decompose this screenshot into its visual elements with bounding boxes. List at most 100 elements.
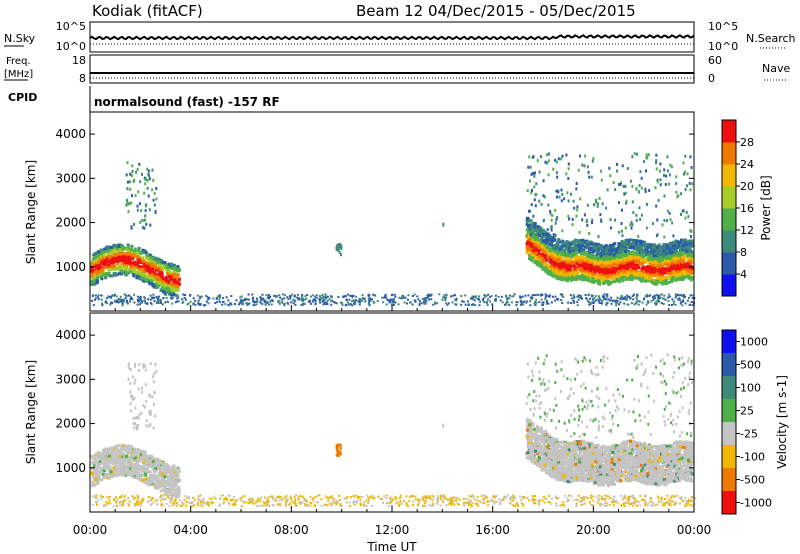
echo-cell — [627, 267, 631, 271]
echo-cell — [318, 299, 321, 302]
echo-cell — [318, 298, 321, 301]
echo-cell — [115, 257, 119, 261]
echo-cell — [367, 302, 370, 305]
echo-cell — [425, 296, 428, 299]
echo-cell — [541, 257, 545, 261]
echo-cell — [692, 294, 695, 297]
echo-cell — [598, 301, 601, 304]
echo-cell — [308, 300, 311, 303]
echo-cell — [641, 254, 645, 258]
echo-cell — [682, 299, 685, 302]
echo-cell — [681, 258, 685, 262]
echo-cell — [253, 301, 256, 304]
echo-cell — [527, 294, 530, 297]
echo-cell — [571, 223, 574, 227]
echo-cell — [635, 298, 638, 301]
echo-cell — [403, 296, 406, 299]
power-colorbar-swatch — [722, 208, 736, 231]
echo-cell — [338, 250, 341, 254]
echo-cell — [184, 294, 186, 296]
echo-cell — [544, 235, 548, 239]
echo-cell — [666, 244, 670, 248]
echo-cell — [506, 301, 509, 304]
echo-cell — [139, 297, 142, 300]
echo-cell — [160, 275, 164, 279]
echo-cell — [581, 240, 585, 244]
echo-cell — [149, 276, 153, 279]
echo-cell — [635, 241, 639, 245]
echo-cell — [633, 265, 637, 269]
echo-cell — [153, 191, 156, 195]
echo-cell — [617, 280, 621, 284]
echo-cell — [104, 266, 108, 269]
echo-cell — [655, 282, 659, 286]
echo-cell — [650, 268, 654, 272]
echo-cell — [591, 298, 594, 301]
echo-cell — [289, 297, 292, 300]
echo-cell — [129, 247, 133, 251]
echo-cell — [637, 276, 641, 280]
echo-cell — [150, 282, 154, 285]
echo-cell — [669, 163, 672, 167]
echo-cell — [304, 295, 307, 298]
echo-cell — [298, 297, 301, 300]
echo-cell — [170, 297, 173, 300]
echo-cell — [630, 253, 634, 257]
echo-cell — [592, 302, 595, 305]
echo-cell — [651, 270, 655, 274]
echo-cell — [441, 298, 444, 301]
echo-cell — [592, 294, 594, 297]
echo-cell — [588, 301, 591, 304]
echo-cell — [427, 297, 430, 300]
echo-cell — [120, 252, 124, 256]
echo-cell — [311, 300, 314, 303]
echo-cell — [113, 244, 117, 248]
echo-cell — [645, 153, 648, 157]
echo-cell — [136, 298, 139, 301]
echo-cell — [554, 261, 557, 265]
echo-cell — [182, 293, 185, 296]
echo-cell — [672, 303, 675, 306]
echo-cell — [599, 273, 603, 277]
echo-cell — [637, 235, 640, 238]
echo-cell — [310, 302, 313, 305]
echo-cell — [611, 259, 615, 263]
echo-cell — [681, 275, 685, 278]
echo-cell — [332, 301, 335, 303]
echo-cell — [544, 248, 548, 252]
echo-cell — [591, 255, 595, 259]
echo-cell — [666, 263, 670, 267]
echo-cell — [539, 252, 543, 256]
echo-cell — [689, 259, 693, 263]
echo-cell — [608, 166, 611, 170]
echo-cell — [610, 296, 613, 299]
echo-cell — [170, 491, 174, 495]
echo-cell — [601, 268, 605, 272]
echo-cell — [138, 296, 141, 299]
echo-cell — [148, 282, 152, 286]
echo-cell — [163, 293, 166, 296]
echo-cell — [269, 300, 272, 303]
echo-cell — [623, 296, 626, 299]
echo-cell — [141, 301, 143, 304]
echo-cell — [551, 295, 554, 298]
echo-cell — [660, 265, 664, 269]
echo-cell — [538, 228, 542, 232]
echo-cell — [601, 255, 605, 259]
echo-cell — [142, 272, 146, 276]
echo-cell — [101, 302, 103, 305]
echo-cell — [134, 266, 138, 270]
echo-cell — [161, 267, 165, 271]
echo-cell — [92, 304, 95, 307]
echo-cell — [635, 260, 639, 263]
echo-cell — [576, 246, 580, 250]
echo-cell — [199, 295, 202, 298]
echo-cell — [576, 255, 580, 259]
echo-cell — [624, 258, 628, 262]
echo-cell — [148, 267, 152, 271]
echo-cell — [106, 260, 110, 263]
echo-cell — [171, 302, 174, 305]
echo-cell — [608, 256, 611, 260]
echo-cell — [561, 273, 565, 277]
echo-cell — [359, 301, 362, 304]
